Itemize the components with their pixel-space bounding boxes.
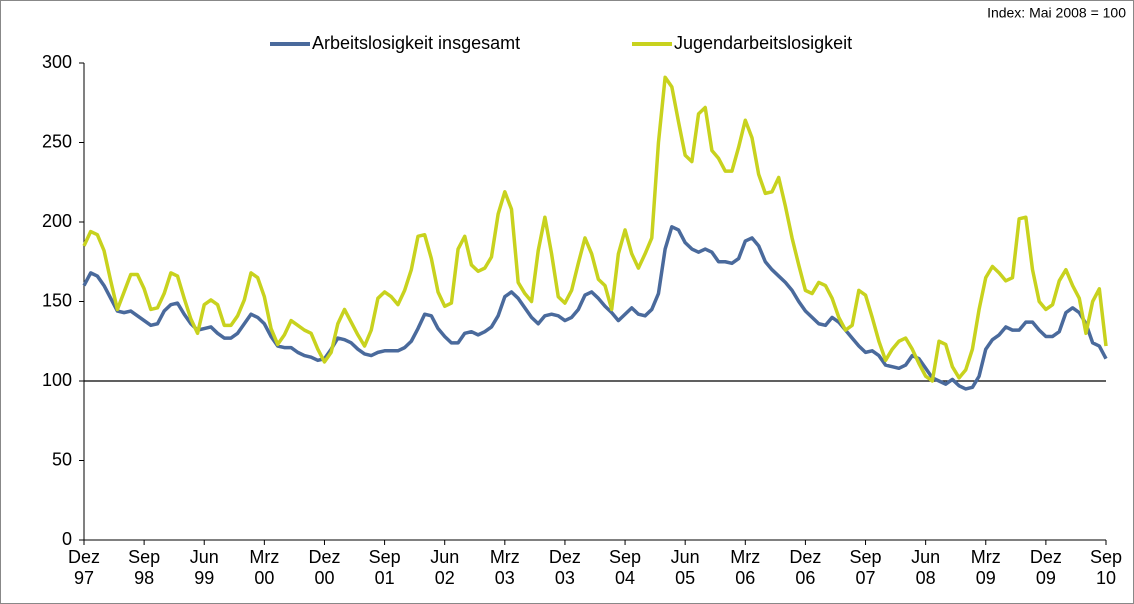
x-tick-label: Dez 06 bbox=[789, 547, 821, 588]
x-tick-label: Sep 01 bbox=[369, 547, 401, 588]
annotation: Index: Mai 2008 = 100 bbox=[987, 5, 1126, 21]
y-tick-label: 200 bbox=[42, 211, 72, 231]
x-tick-label: Jun 99 bbox=[190, 547, 219, 588]
series-line bbox=[82, 225, 1108, 391]
y-tick-label: 100 bbox=[42, 370, 72, 390]
x-tick-label: Dez 00 bbox=[308, 547, 340, 588]
x-tick-label: Jun 05 bbox=[671, 547, 700, 588]
legend-label: Jugendarbeitslosigkeit bbox=[674, 33, 852, 53]
x-tick-label: Sep 04 bbox=[609, 547, 641, 588]
x-tick-label: Dez 03 bbox=[549, 547, 581, 588]
x-tick-label: Jun 02 bbox=[430, 547, 459, 588]
x-tick-label: Mrz 00 bbox=[249, 547, 279, 588]
y-tick-label: 250 bbox=[42, 131, 72, 151]
x-tick-label: Dez 97 bbox=[68, 547, 100, 588]
y-tick-label: 300 bbox=[42, 52, 72, 72]
x-tick-label: Sep 07 bbox=[850, 547, 882, 588]
x-tick-label: Sep 98 bbox=[128, 547, 160, 588]
y-tick-label: 150 bbox=[42, 290, 72, 310]
x-tick-label: Jun 08 bbox=[911, 547, 940, 588]
x-tick-label: Mrz 06 bbox=[730, 547, 760, 588]
y-tick-label: 0 bbox=[62, 529, 72, 549]
x-tick-label: Mrz 09 bbox=[971, 547, 1001, 588]
legend-label: Arbeitslosigkeit insgesamt bbox=[312, 33, 520, 53]
y-tick-label: 50 bbox=[52, 449, 72, 469]
x-tick-label: Dez 09 bbox=[1030, 547, 1062, 588]
x-tick-label: Sep 10 bbox=[1090, 547, 1122, 588]
series-line bbox=[82, 75, 1108, 383]
x-tick-label: Mrz 03 bbox=[490, 547, 520, 588]
